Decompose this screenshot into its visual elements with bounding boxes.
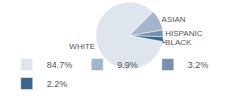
svg-text:HISPANIC: HISPANIC	[165, 29, 202, 38]
svg-text:ASIAN: ASIAN	[162, 15, 186, 24]
svg-text:BLACK: BLACK	[165, 38, 192, 47]
svg-text:WHITE: WHITE	[69, 42, 95, 51]
svg-text:3.2%: 3.2%	[188, 60, 209, 70]
svg-text:84.7%: 84.7%	[47, 60, 73, 70]
svg-text:9.9%: 9.9%	[117, 60, 138, 70]
svg-text:2.2%: 2.2%	[47, 79, 68, 89]
